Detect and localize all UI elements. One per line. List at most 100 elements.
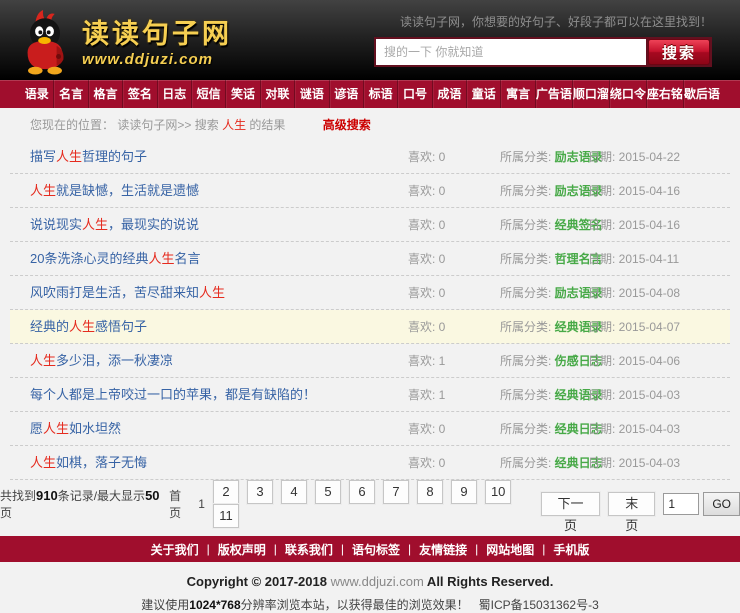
date: 日期: 2015-04-06	[588, 354, 681, 368]
category-link[interactable]: 哲理名言	[554, 252, 603, 266]
site-logo[interactable]: 读读句子网 www.ddjuzi.com	[14, 5, 232, 75]
pagination: 共找到910条记录/最大显示50页 首页 1 2 3 4 5 6 7 8 9 1011 下一页 …	[0, 480, 740, 533]
pagination-page[interactable]: 9	[450, 480, 477, 504]
nav-item[interactable]: 短信	[190, 80, 225, 108]
footer-link[interactable]: 语句标签	[351, 542, 400, 557]
footer-nav: 关于我们 | 版权声明 | 联系我们 | 语句标签 | 友情链接 | 网站地图 | 手机版	[0, 536, 740, 562]
mascot-bird-icon	[27, 10, 64, 75]
date: 日期: 2015-04-16	[588, 184, 681, 198]
category-link[interactable]: 经典语录	[554, 320, 603, 334]
category-link[interactable]: 经典日志	[554, 422, 603, 436]
likes-count: 喜欢: 0	[408, 456, 446, 470]
result-title-link[interactable]: 人生如棋，落子无悔	[30, 455, 148, 470]
pagination-page[interactable]: 4	[280, 480, 307, 504]
search-input[interactable]	[376, 39, 646, 65]
pagination-page[interactable]: 10	[484, 480, 512, 504]
category-link[interactable]: 伤感日志	[554, 354, 603, 368]
nav-item[interactable]: 对联	[259, 80, 294, 108]
pagination-go-button[interactable]: GO	[703, 492, 740, 516]
result-row: 20条洗涤心灵的经典人生名言 喜欢: 0 所属分类: 哲理名言 日期: 2015-04…	[10, 242, 730, 276]
pagination-current-page: 1	[198, 497, 205, 511]
nav-item[interactable]: 寓言	[500, 80, 534, 108]
category-link[interactable]: 经典签名	[554, 218, 603, 232]
category-link[interactable]: 励志语录	[554, 286, 603, 300]
pagination-page[interactable]: 11	[212, 504, 239, 528]
pagination-goto-input[interactable]	[663, 493, 700, 515]
pagination-page[interactable]: 2	[212, 480, 239, 504]
footer-separator: |	[340, 542, 344, 556]
nav-item[interactable]: 顺口溜	[571, 80, 609, 108]
nav-item[interactable]: 谚语	[328, 80, 363, 108]
pagination-first[interactable]: 首页	[169, 489, 182, 520]
nav-item[interactable]: 成语	[431, 80, 466, 108]
nav-item[interactable]: 谜语	[294, 80, 328, 108]
category-link[interactable]: 经典日志	[554, 456, 603, 470]
result-title-link[interactable]: 说说现实人生，最现实的说说	[30, 217, 200, 232]
result-title-link[interactable]: 每个人都是上帝咬过一口的苹果，都是有缺陷的！	[30, 387, 317, 402]
result-row: 每个人都是上帝咬过一口的苹果，都是有缺陷的！ 喜欢: 1 所属分类: 经典语录 日期:…	[10, 378, 730, 412]
result-row: 愿人生如水坦然 喜欢: 0 所属分类: 经典日志 日期: 2015-04-03	[10, 412, 730, 446]
result-title-link[interactable]: 人生多少泪，添一秋凄凉	[30, 353, 174, 368]
search-button[interactable]: 搜索	[648, 39, 710, 65]
pagination-page[interactable]: 7	[382, 480, 409, 504]
copyright-line: Copyright © 2017-2018 www.ddjuzi.com All…	[186, 574, 554, 589]
main-nav: 语录 名言 格言 签名 日志 短信 笑话 对联 谜语 谚语 标语 口号 成语 童话 寓言 广告语 顺口溜 绕口令座…	[0, 80, 740, 108]
icp-link[interactable]: 蜀ICP备15031362号-3	[478, 598, 599, 612]
pagination-last[interactable]: 末页	[608, 492, 656, 533]
pagination-summary: 共找到910条记录/最大显示50页	[0, 488, 160, 520]
nav-item[interactable]: 绕口令	[608, 80, 646, 108]
result-title-link[interactable]: 人生就是缺憾，生活就是遗憾	[30, 183, 200, 198]
breadcrumb-keyword: 人生	[222, 118, 247, 132]
date: 日期: 2015-04-03	[588, 388, 681, 402]
footer-link[interactable]: 版权声明	[217, 542, 266, 557]
category: 所属分类: 经典日志	[500, 456, 603, 470]
footer-link[interactable]: 手机版	[553, 542, 590, 557]
breadcrumb: 您现在的位置： 读读句子网>> 搜索 人生 的结果 高级搜索	[0, 108, 740, 140]
pagination-page[interactable]: 5	[314, 480, 341, 504]
category-link[interactable]: 励志语录	[554, 150, 603, 164]
result-title-link[interactable]: 愿人生如水坦然	[30, 421, 122, 436]
category: 所属分类: 励志语录	[500, 184, 603, 198]
pagination-page[interactable]: 6	[348, 480, 375, 504]
footer-link[interactable]: 联系我们	[284, 542, 333, 557]
nav-item[interactable]: 标语	[362, 80, 397, 108]
nav-item[interactable]: 童话	[466, 80, 500, 108]
footer-separator: |	[206, 542, 210, 556]
date: 日期: 2015-04-16	[588, 218, 681, 232]
site-tagline: 读读句子网，你想要的好句子、好段子都可以在这里找到！	[399, 15, 712, 29]
result-title-link[interactable]: 经典的人生感悟句子	[30, 319, 148, 334]
nav-item[interactable]: 口号	[397, 80, 431, 108]
result-title-link[interactable]: 20条洗涤心灵的经典人生名言	[30, 251, 201, 266]
nav-item[interactable]: 笑话	[225, 80, 259, 108]
nav-item[interactable]: 格言	[87, 80, 122, 108]
result-title-link[interactable]: 风吹雨打是生活，苦尽甜来知人生	[30, 285, 226, 300]
pagination-next[interactable]: 下一页	[540, 492, 601, 533]
nav-item[interactable]: 语录	[24, 87, 49, 101]
footer-link[interactable]: 网站地图	[486, 542, 535, 557]
nav-item[interactable]: 歇后语	[682, 80, 720, 108]
likes-count: 喜欢: 0	[408, 286, 446, 300]
nav-item[interactable]: 座右铭	[645, 80, 683, 108]
footer-separator: |	[542, 542, 546, 556]
likes-count: 喜欢: 0	[408, 150, 446, 164]
breadcrumb-mid: >> 搜索	[177, 118, 223, 132]
nav-item[interactable]: 签名	[122, 80, 156, 108]
pagination-page[interactable]: 3	[246, 480, 273, 504]
nav-item[interactable]: 广告语	[534, 80, 572, 108]
breadcrumb-suffix: 的结果	[246, 118, 286, 132]
breadcrumb-site-link[interactable]: 读读句子网	[117, 118, 178, 132]
result-title-link[interactable]: 描写人生哲理的句子	[30, 149, 148, 164]
likes-count: 喜欢: 0	[408, 218, 446, 232]
date: 日期: 2015-04-11	[588, 252, 680, 266]
advanced-search-link[interactable]: 高级搜索	[322, 118, 371, 132]
pagination-page[interactable]: 8	[416, 480, 443, 504]
main-nav-list: 语录 名言 格言 签名 日志 短信 笑话 对联 谜语 谚语 标语 口号 成语 童话 寓言 广告语 顺口溜 绕口令座…	[0, 80, 740, 108]
nav-item[interactable]: 日志	[156, 80, 191, 108]
category-link[interactable]: 经典语录	[554, 388, 603, 402]
footer-separator: |	[475, 542, 479, 556]
nav-item[interactable]: 名言	[53, 80, 87, 108]
category: 所属分类: 经典签名	[500, 218, 603, 232]
footer-link[interactable]: 关于我们	[150, 542, 199, 557]
category-link[interactable]: 励志语录	[554, 184, 603, 198]
footer-link[interactable]: 友情链接	[419, 542, 468, 557]
